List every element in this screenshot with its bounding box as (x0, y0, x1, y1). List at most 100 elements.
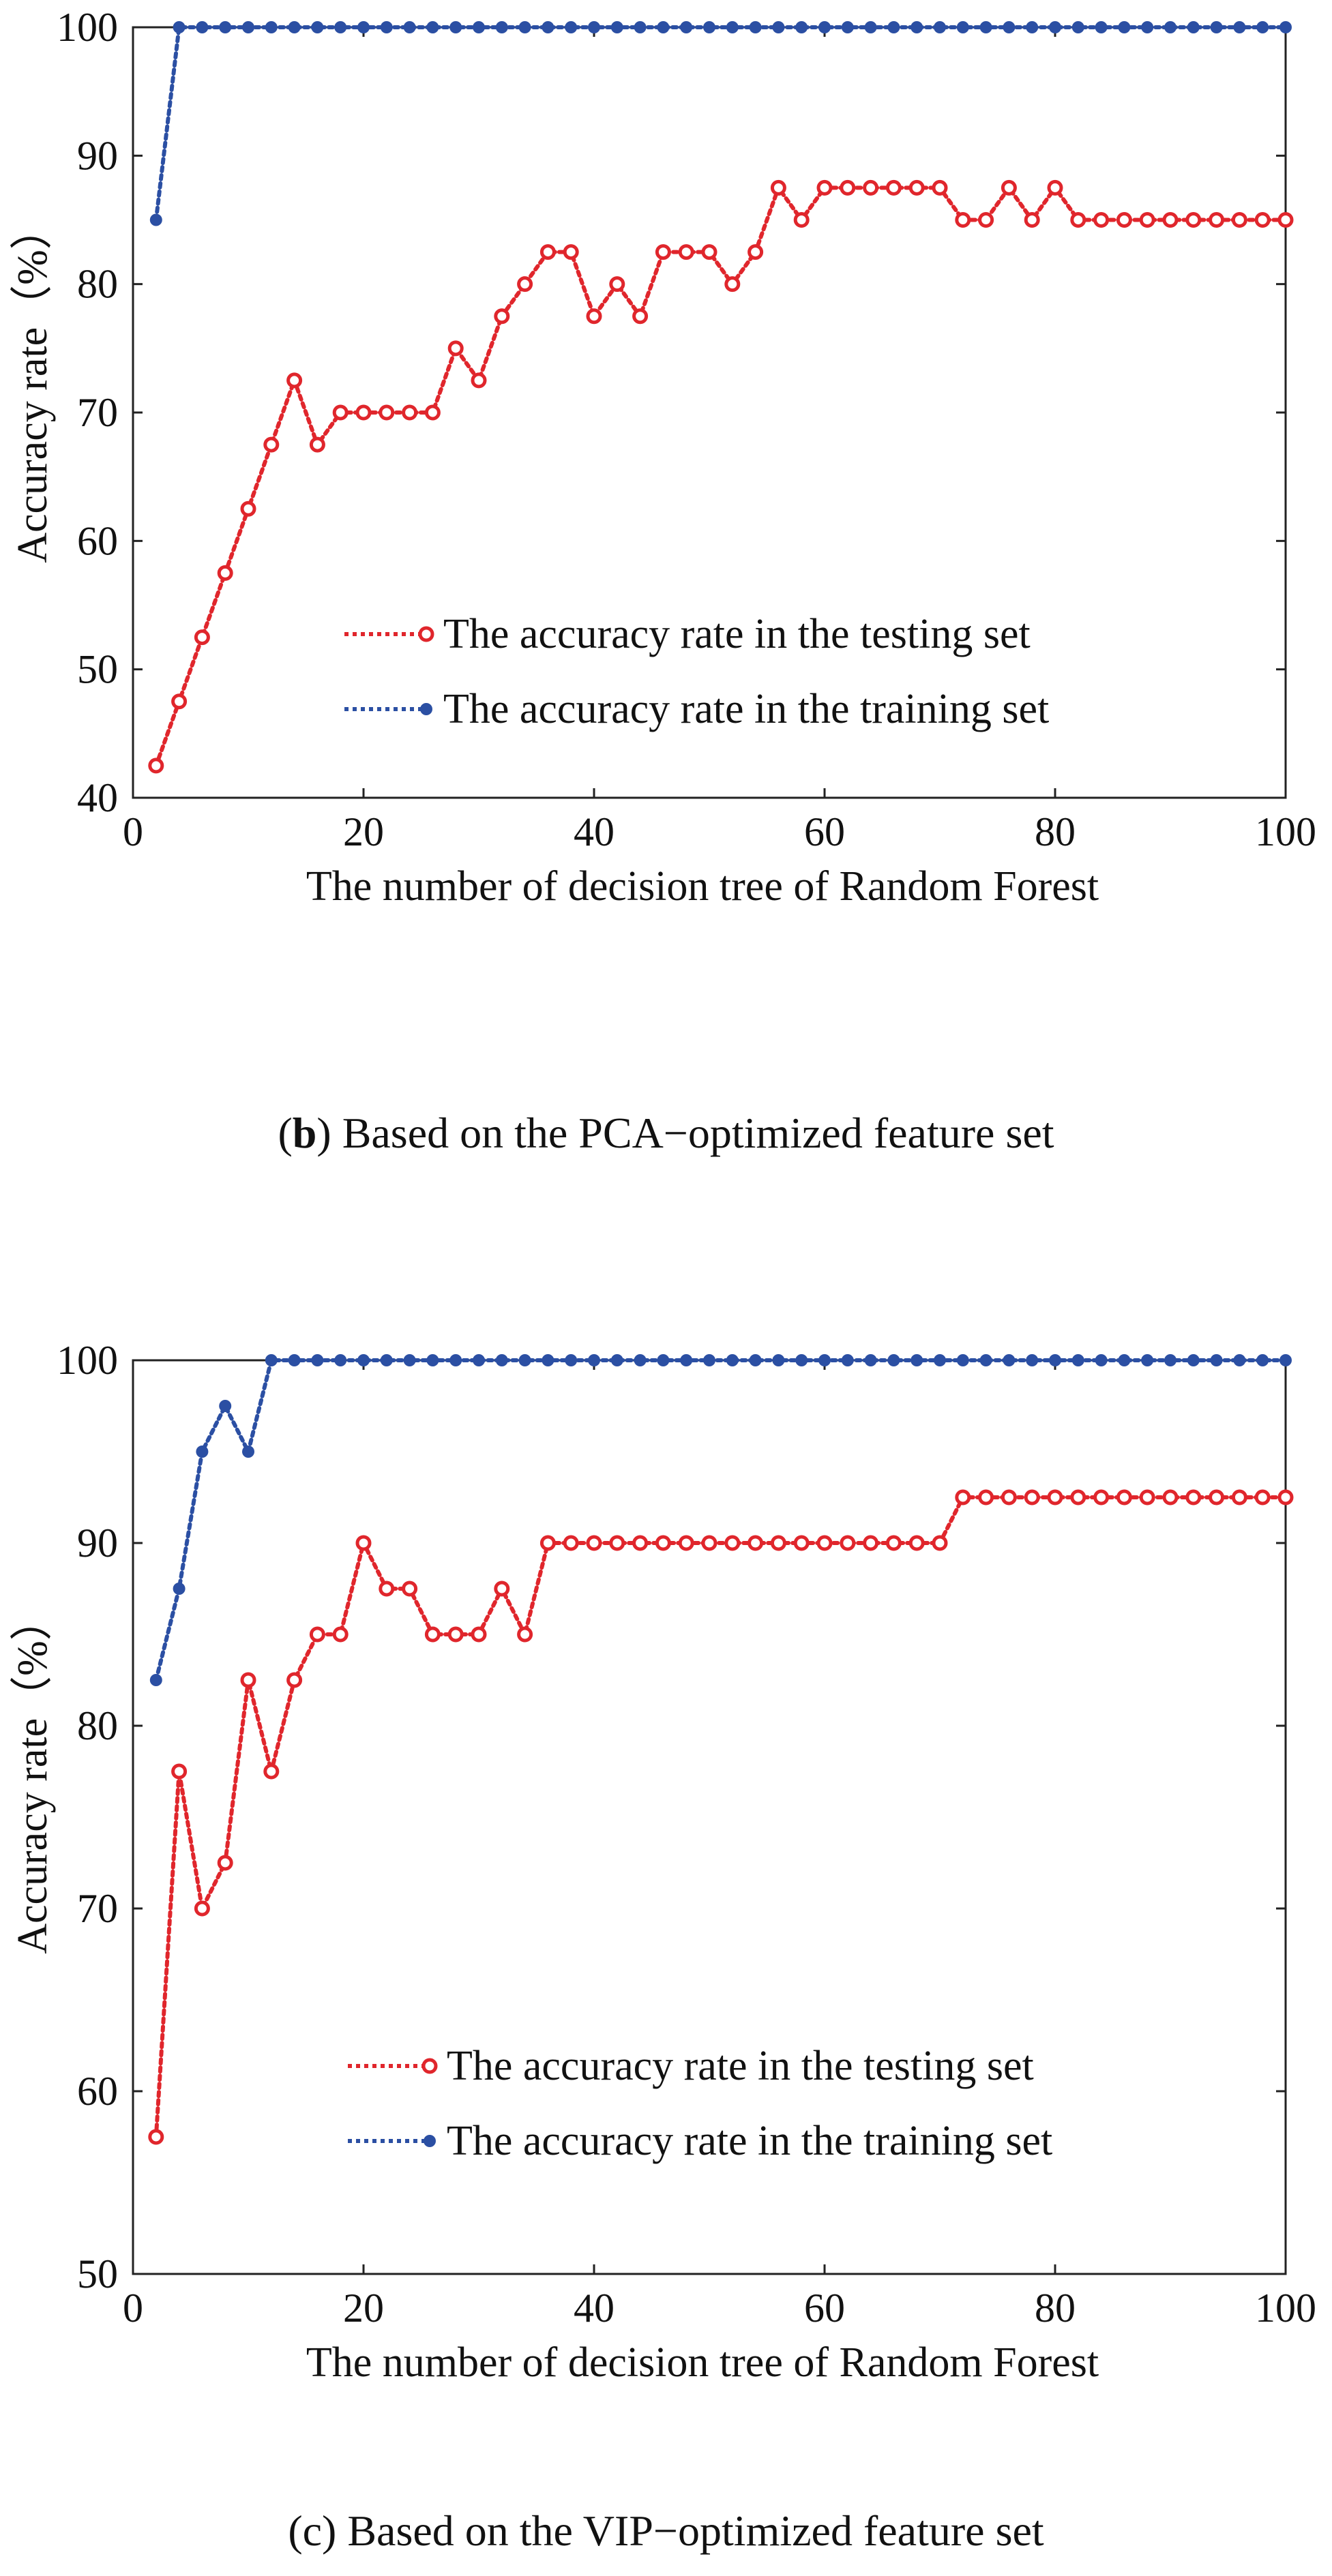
y-tick-label: 70 (77, 1886, 118, 1931)
testing-point (701, 244, 717, 260)
training-point (864, 1354, 877, 1366)
training-point (334, 21, 347, 33)
testing-point (1162, 1489, 1179, 1506)
training-point (934, 1354, 946, 1366)
legend-label-testing: The accuracy rate in the testing set (443, 611, 1031, 657)
testing-point (1024, 212, 1040, 228)
testing-point (1277, 212, 1294, 228)
testing-point (539, 1535, 556, 1551)
testing-point (908, 1535, 925, 1551)
x-tick-label: 80 (1035, 809, 1076, 854)
testing-point (447, 340, 464, 357)
testing-point (402, 404, 418, 421)
testing-point (517, 276, 533, 293)
x-axis-label: The number of decision tree of Random Fo… (306, 2339, 1099, 2386)
testing-point (1047, 1489, 1063, 1506)
testing-point (748, 1535, 764, 1551)
legend-label-testing: The accuracy rate in the testing set (447, 2043, 1034, 2089)
testing-point (955, 1489, 971, 1506)
training-point (1233, 1354, 1246, 1366)
testing-point (286, 1672, 303, 1688)
training-point (772, 1354, 785, 1366)
caption-vip-letter: c (302, 2506, 323, 2555)
testing-point (1093, 212, 1110, 228)
training-point (219, 21, 232, 33)
training-point (1164, 1354, 1176, 1366)
testing-point (655, 244, 671, 260)
training-point (864, 21, 877, 33)
testing-point (471, 372, 487, 389)
training-point (841, 21, 854, 33)
testing-point (1209, 212, 1225, 228)
training-point (911, 1354, 923, 1366)
testing-point (217, 565, 233, 581)
testing-point (816, 179, 833, 196)
caption-pca-letter: b (292, 1109, 317, 1157)
testing-point (678, 244, 694, 260)
testing-point (678, 1535, 694, 1551)
legend-marker-training (424, 2135, 436, 2147)
testing-point (148, 758, 164, 774)
testing-point (1185, 1489, 1202, 1506)
training-point (149, 213, 162, 226)
y-tick-label: 80 (77, 1703, 118, 1748)
testing-point (355, 1535, 372, 1551)
testing-point (263, 1763, 280, 1780)
training-point (680, 21, 693, 33)
testing-point (355, 404, 372, 421)
testing-point (586, 308, 602, 325)
training-point (1279, 1354, 1292, 1366)
testing-point (1185, 212, 1202, 228)
training-point (1095, 21, 1108, 33)
testing-point (908, 179, 925, 196)
training-point (703, 21, 715, 33)
testing-point (609, 276, 625, 293)
testing-point (402, 1581, 418, 1597)
training-point (242, 1446, 254, 1458)
y-tick-label: 80 (77, 262, 118, 307)
y-tick-label: 100 (57, 5, 118, 50)
testing-point (1116, 212, 1132, 228)
training-point (749, 1354, 762, 1366)
testing-point (517, 1626, 533, 1643)
training-point (449, 21, 462, 33)
testing-point (632, 1535, 649, 1551)
testing-point (1070, 1489, 1086, 1506)
testing-point (793, 212, 810, 228)
training-point (634, 1354, 647, 1366)
training-point (1049, 21, 1061, 33)
caption-pca: (b) Based on the PCA−optimized feature s… (278, 1109, 1054, 1157)
training-point (334, 1354, 347, 1366)
training-point (565, 1354, 578, 1366)
legend-marker-testing (418, 626, 434, 642)
testing-point (885, 1535, 902, 1551)
testing-point (724, 1535, 741, 1551)
y-tick-label: 50 (77, 647, 118, 692)
x-tick-label: 0 (123, 2286, 143, 2331)
training-point (657, 21, 670, 33)
training-point (749, 21, 762, 33)
testing-point (793, 1535, 810, 1551)
testing-point (1093, 1489, 1110, 1506)
caption-vip-text: Based on the VIP−optimized feature set (347, 2506, 1044, 2555)
y-tick-label: 70 (77, 390, 118, 435)
testing-point (863, 1535, 879, 1551)
testing-point (701, 1535, 717, 1551)
training-point (818, 21, 831, 33)
training-point (610, 1354, 623, 1366)
training-point (588, 21, 600, 33)
training-point (1256, 21, 1269, 33)
legend-label-training: The accuracy rate in the training set (443, 686, 1049, 732)
x-tick-label: 100 (1255, 809, 1316, 854)
testing-point (863, 179, 879, 196)
y-tick-label: 60 (77, 2069, 118, 2114)
training-point (1210, 1354, 1223, 1366)
x-tick-label: 100 (1255, 2286, 1316, 2331)
training-point (473, 21, 485, 33)
testing-point (424, 1626, 441, 1643)
testing-point (1116, 1489, 1132, 1506)
training-point (1095, 1354, 1108, 1366)
x-tick-label: 20 (343, 2286, 384, 2331)
training-point (357, 21, 370, 33)
testing-point (978, 212, 994, 228)
